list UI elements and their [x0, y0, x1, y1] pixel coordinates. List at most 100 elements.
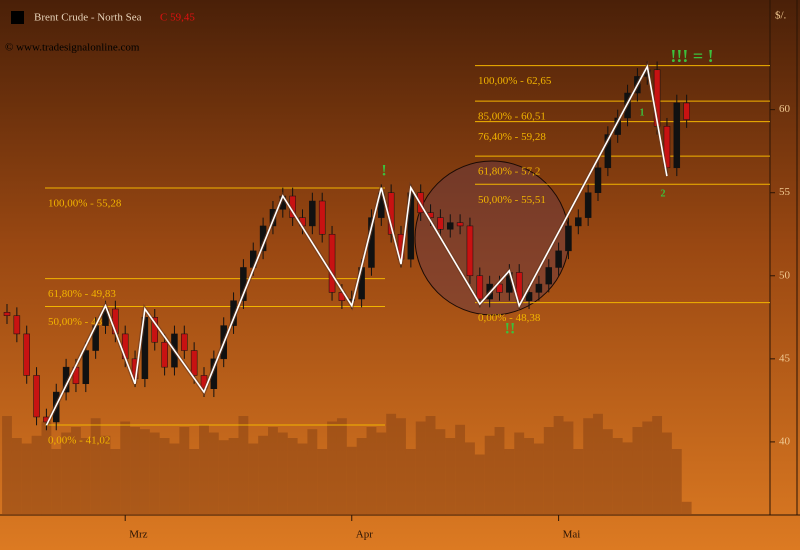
y-tick-label: 50: [779, 269, 791, 281]
candle-body: [535, 283, 543, 293]
candle-body: [190, 350, 198, 376]
axes-layer: 40 45 50 55 60 Mrz Apr Mai: [124, 103, 791, 541]
volume-bar: [51, 449, 62, 515]
candle-body: [555, 250, 562, 268]
volume-bar: [317, 449, 328, 515]
volume-bar: [61, 432, 72, 515]
volume-bar: [327, 421, 337, 515]
candle-body: [683, 102, 690, 120]
signal-marker: 2: [661, 188, 666, 199]
candle-body: [161, 341, 168, 368]
y-tick-label: 60: [779, 103, 791, 115]
volume-bar: [346, 446, 357, 515]
candle-body: [584, 192, 592, 218]
volume-bar: [662, 432, 672, 515]
y-tick-label: 55: [779, 186, 791, 198]
volume-bar: [238, 416, 249, 515]
volume-bar: [445, 438, 456, 515]
volume-bar: [100, 435, 111, 515]
volume-bar: [671, 449, 682, 515]
signal-marker: 1: [640, 107, 645, 118]
y-tick-label: 45: [779, 352, 791, 364]
x-tick-label: Apr: [356, 529, 373, 541]
volume-bar: [386, 413, 397, 515]
volume-bar: [366, 427, 377, 515]
chart-title: Brent Crude - North Sea: [34, 12, 142, 24]
volume-bar: [258, 435, 269, 515]
volume-bar: [681, 501, 692, 515]
candle-body: [447, 222, 454, 230]
volume-bar: [583, 418, 594, 515]
volume-bar: [484, 435, 495, 515]
volume-bar: [139, 429, 150, 515]
volume-bar: [90, 418, 101, 515]
signal-marker: !!: [505, 321, 516, 338]
x-tick-label: Mai: [563, 529, 581, 541]
candle-body: [318, 200, 326, 235]
candle-body: [437, 217, 444, 230]
candle-body: [456, 222, 464, 227]
zigzag-layer: [44, 60, 669, 427]
volume-bar: [41, 421, 52, 515]
source: © www.tradesignalonline.com: [5, 42, 140, 54]
volume-bar: [228, 438, 239, 515]
volume-bar: [376, 432, 387, 515]
candle-body: [181, 333, 188, 351]
volume-bar: [287, 438, 298, 515]
volume-bar: [543, 427, 554, 515]
y-unit: $/.: [775, 10, 787, 22]
volume-bar: [622, 442, 633, 515]
volume-bar: [218, 440, 229, 515]
volume-bar: [415, 421, 426, 515]
volume-bar: [199, 424, 209, 515]
volume-bar: [612, 438, 623, 515]
candle-body: [594, 167, 602, 193]
volume-bar: [110, 449, 121, 515]
volume-bar: [533, 443, 544, 515]
volume-bar: [524, 438, 534, 515]
fib-label: 0,00% - 41,02: [48, 434, 110, 446]
volume-bar: [31, 435, 42, 515]
volume-bar: [425, 416, 436, 515]
signal-marker: !: [381, 163, 386, 180]
volume-bar: [71, 427, 81, 515]
volume-bar: [159, 438, 170, 515]
fib-label: 0,00% - 48,38: [478, 312, 541, 324]
candle-body: [23, 333, 30, 376]
volume-bar: [602, 429, 613, 515]
volume-bar: [563, 421, 574, 515]
candle-body: [33, 375, 40, 418]
volume-bar: [642, 421, 653, 515]
fib-label: 50,00% - 55,51: [478, 194, 546, 206]
volume-bar: [120, 421, 131, 515]
volume-bar: [593, 413, 603, 515]
volume-bar: [130, 427, 140, 515]
volume-bar: [514, 432, 525, 515]
volume-bar: [474, 454, 485, 515]
volume-bar: [356, 438, 367, 515]
candle-body: [476, 275, 484, 300]
candle-body: [13, 315, 21, 335]
fib-label: 61,80% - 49,83: [48, 288, 116, 300]
candle-body: [466, 225, 474, 277]
volume-bar: [80, 438, 91, 515]
volume-bar: [2, 416, 12, 515]
volume-bar: [465, 442, 475, 515]
volume-bar: [179, 427, 190, 515]
volume-bar: [336, 418, 347, 515]
volume-bar: [652, 416, 663, 515]
signal-marker: !!! = !: [670, 46, 713, 66]
volume-bar: [396, 418, 406, 515]
volume-bar: [277, 432, 288, 515]
candle-body: [3, 312, 11, 316]
volume-bar: [455, 424, 466, 515]
fib-label: 76,40% - 59,28: [478, 131, 546, 143]
legend-swatch: [11, 11, 24, 24]
fib-label: 85,00% - 60,51: [478, 111, 546, 123]
volume-bar: [307, 429, 318, 515]
candle-body: [309, 200, 316, 227]
volume-bar: [11, 438, 22, 515]
candle-body: [575, 217, 582, 227]
candle-body: [604, 134, 612, 169]
